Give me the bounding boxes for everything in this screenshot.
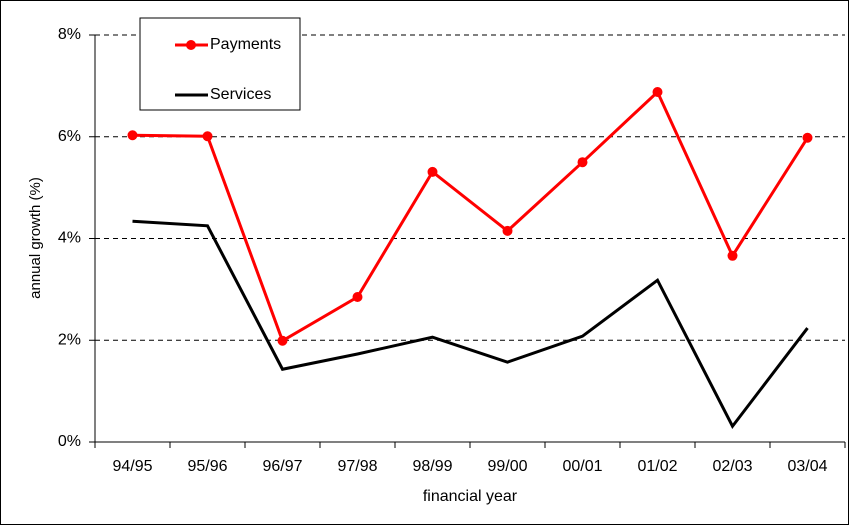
y-tick-label: 8% bbox=[58, 26, 81, 43]
x-tick-label: 95/96 bbox=[187, 458, 227, 475]
y-tick-label: 4% bbox=[58, 230, 81, 247]
data-point bbox=[502, 225, 513, 236]
legend-label: Services bbox=[210, 86, 271, 103]
data-point bbox=[802, 132, 813, 143]
data-point bbox=[202, 131, 213, 142]
x-tick-label: 99/00 bbox=[487, 458, 527, 475]
y-tick-label: 6% bbox=[58, 128, 81, 145]
legend-box bbox=[139, 17, 301, 111]
series-line bbox=[132, 89, 809, 343]
x-tick-label: 01/02 bbox=[637, 458, 677, 475]
x-axis-label: financial year bbox=[423, 488, 518, 505]
data-point bbox=[652, 86, 663, 97]
y-axis-label: annual growth (%) bbox=[27, 177, 44, 299]
data-point bbox=[427, 166, 438, 177]
legend-label: Payments bbox=[210, 36, 281, 53]
data-point bbox=[577, 157, 588, 168]
data-point bbox=[127, 130, 138, 141]
series-line bbox=[132, 219, 809, 430]
data-point bbox=[352, 292, 363, 303]
x-tick-label: 03/04 bbox=[787, 458, 827, 475]
x-tick-label: 97/98 bbox=[337, 458, 377, 475]
x-tick-label: 98/99 bbox=[412, 458, 452, 475]
x-tick-label: 02/03 bbox=[712, 458, 752, 475]
data-point bbox=[727, 250, 738, 261]
y-tick-label: 0% bbox=[58, 433, 81, 450]
x-tick-label: 96/97 bbox=[262, 458, 302, 475]
legend-marker bbox=[186, 40, 196, 50]
x-tick-label: 94/95 bbox=[112, 458, 152, 475]
data-point bbox=[277, 335, 288, 346]
x-tick-label: 00/01 bbox=[562, 458, 602, 475]
y-tick-label: 2% bbox=[58, 331, 81, 348]
